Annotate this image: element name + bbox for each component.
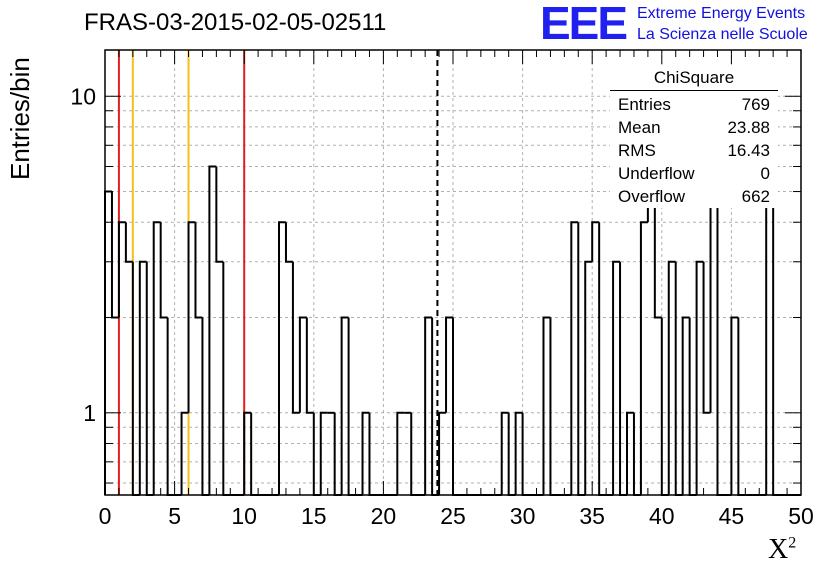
histogram-bin [542,316,551,495]
x-tick-label: 20 [371,503,397,529]
stats-title: ChiSquare [610,68,778,91]
histogram-bin [110,191,119,319]
histogram-bin [570,221,579,495]
x-tick-label: 10 [231,503,257,529]
histogram-bars [104,165,801,496]
histogram-bin [159,222,168,319]
logo-line-2: La Scienza nelle Scuole [637,26,808,43]
histogram-bin [187,221,196,413]
x-tick-label: 5 [168,503,181,529]
stats-label: Entries [618,95,671,114]
histogram-bin [772,166,781,496]
histogram-bin [243,411,252,495]
histogram-bin [340,316,349,495]
histogram-bin [737,317,746,496]
y-tick-label: 1 [83,400,96,426]
histogram-bin [674,261,683,496]
x-tick-label: 0 [99,503,112,529]
stats-row: Underflow 0 [610,162,778,185]
x-tick-label: 30 [510,503,536,529]
histogram-bin [598,222,607,496]
histogram-bin [145,261,154,496]
histogram-bin [138,260,147,495]
histogram-bin [305,317,314,414]
histogram-bin [438,411,447,495]
histogram-bin [347,317,356,496]
histogram-bin [716,191,725,496]
histogram-bin [291,261,300,414]
histogram-bin [612,260,621,495]
stats-value: 23.88 [727,118,770,137]
histogram-bin [319,411,328,495]
histogram-bin [681,316,690,495]
histogram-bin [709,190,718,413]
stats-label: Mean [618,118,661,137]
stats-label: Overflow [618,187,686,206]
stats-row: Overflow 662 [610,185,778,208]
histogram-bin [124,222,133,263]
stats-label: RMS [618,141,656,160]
stats-value: 769 [741,95,770,114]
histogram-bin [396,411,405,495]
histogram-bin [549,317,558,496]
histogram-bin [730,316,739,495]
histogram-bin [361,411,370,495]
histogram-bin [619,261,627,496]
histogram-bin [208,165,217,495]
stats-row: Mean 23.88 [610,116,778,139]
histogram-bin [452,317,460,496]
histogram-bin [278,221,286,495]
x-tick-label: 25 [440,503,466,529]
plot-title: FRAS-03-2015-02-05-02511 [84,9,387,36]
x-tick-label: 45 [719,503,745,529]
histogram-bin [688,317,697,496]
histogram-bin [584,260,593,495]
stats-value: 662 [741,187,770,206]
histogram-bin [180,411,189,495]
eee-logo: EEE Extreme Energy Events La Scienza nel… [540,0,830,49]
histogram-bin [702,261,711,414]
histogram-bin [424,316,433,495]
histogram-bin [500,411,509,495]
logo-line-1: Extreme Energy Events [637,5,806,22]
histogram-bin [514,411,523,495]
histogram-bin [298,316,307,413]
stats-value: 0 [760,164,770,183]
x-tick-label: 50 [788,503,814,529]
x-tick-label: 40 [649,503,675,529]
histogram-bin [201,317,210,496]
histogram-bin [626,411,634,495]
histogram-bin [194,222,203,319]
axes: 0 5 10 15 20 25 30 35 40 45 50 1 10 [70,49,814,529]
stats-box: ChiSquare Entries 769 Mean 23.88 RMS 16.43 Und… [610,68,778,208]
histogram-bin [445,316,453,413]
x-axis-label: X2 [768,534,797,565]
histogram-bin [152,221,161,495]
x-tick-label: 15 [301,503,327,529]
histogram-bin [695,260,704,495]
y-tick-label: 10 [70,83,96,109]
histogram-bin [222,261,231,496]
histogram-bin [215,166,224,263]
histogram-bin [284,222,293,263]
histogram-bin [660,317,669,496]
eee-logo-mark: EEE [540,0,628,49]
histogram-bin [131,261,140,496]
stats-value: 16.43 [727,141,770,160]
histogram-bin [117,221,126,318]
histogram-bin [639,221,648,495]
stats-label: Underflow [618,164,695,183]
histogram-bin [577,222,586,496]
histogram-bin [765,165,774,495]
stats-row: RMS 16.43 [610,139,778,162]
histogram-bin [653,191,662,319]
x-tick-label: 35 [579,503,605,529]
histogram-bin [104,190,112,495]
histogram-bin [166,317,175,496]
stats-row: Entries 769 [610,93,778,116]
histogram-bin [591,221,600,262]
histogram-bin [667,260,676,495]
